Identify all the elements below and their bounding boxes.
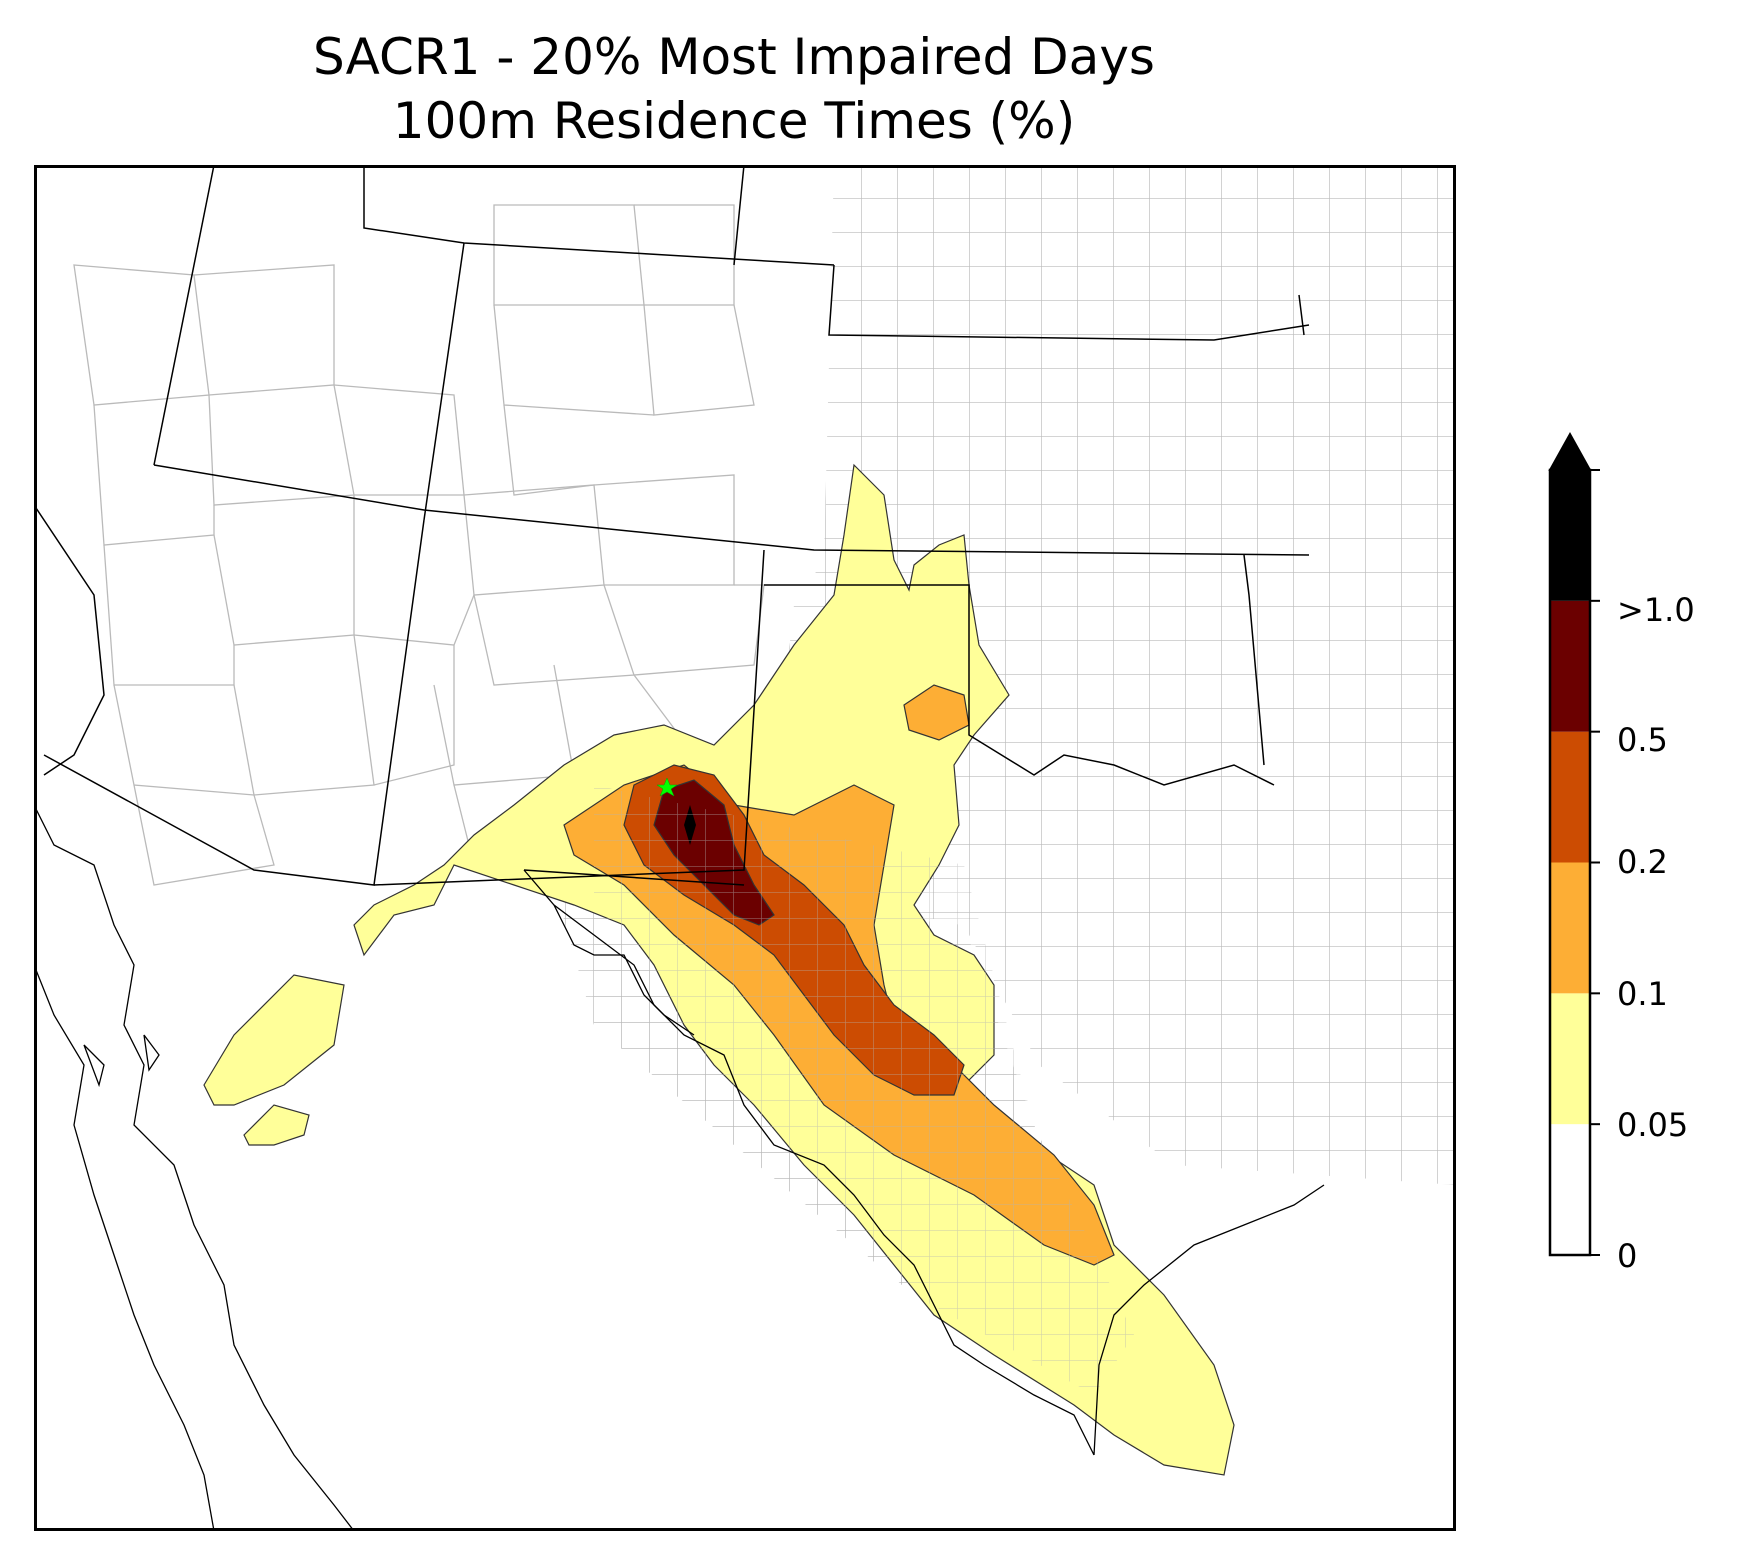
colorbar-bin	[1550, 862, 1590, 994]
chart-title: SACR1 - 20% Most Impaired Days	[313, 28, 1155, 86]
coastline	[34, 804, 355, 1531]
map-frame	[34, 165, 1456, 1531]
colorbar	[1548, 431, 1600, 1257]
colorbar-bin	[1550, 1124, 1590, 1255]
colorbar-tick-label: 0	[1617, 1237, 1638, 1275]
colorbar-tick-label: 0.5	[1617, 721, 1668, 759]
colorbar-extend-arrow	[1548, 431, 1592, 471]
colorbar-bin	[1550, 993, 1590, 1125]
map-panel	[34, 165, 1456, 1531]
state-boundaries	[34, 165, 1310, 886]
colorbar-tick-label: 0.05	[1617, 1106, 1689, 1144]
texas-county-overlay	[594, 785, 1134, 1395]
colorbar-tick-label: 0.1	[1617, 975, 1668, 1013]
colorbar-tick-label: >1.0	[1617, 591, 1695, 629]
site-marker-star	[656, 777, 678, 797]
chart-subtitle: 100m Residence Times (%)	[392, 92, 1076, 150]
rio-grande-border	[523, 869, 1325, 1456]
colorbar-bin	[1550, 600, 1590, 732]
colorbar-bin	[1550, 731, 1590, 863]
colorbar-bin	[1550, 470, 1590, 601]
colorbar-tick-label: 0.2	[1617, 843, 1668, 881]
